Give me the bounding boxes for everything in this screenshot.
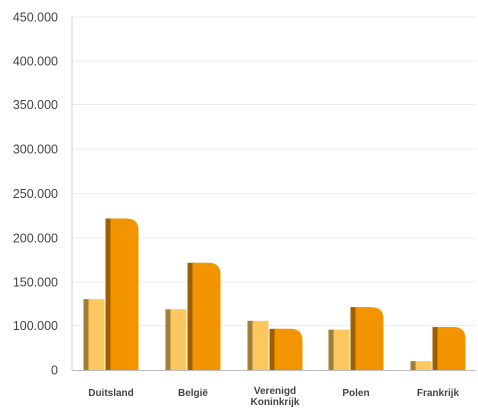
bar-series2 — [110, 218, 139, 370]
bar-series1-shade — [165, 309, 172, 370]
x-tick-label: Verenigd Koninkrijk — [251, 386, 300, 408]
x-tick-label: Duitsland — [88, 388, 134, 399]
bar-series2-shade — [105, 218, 112, 370]
bar-series2-shade — [269, 328, 276, 370]
bar-series1 — [252, 320, 269, 370]
y-tick-label: 250.000 — [13, 187, 58, 201]
bar-series1-shade — [410, 361, 417, 370]
bar-series2 — [192, 262, 221, 370]
bar-series1 — [415, 361, 432, 370]
bar-series2-shade — [187, 262, 194, 370]
bar-series2-shade — [350, 307, 357, 370]
bar-series1-shade — [247, 320, 254, 370]
y-tick-label: 400.000 — [13, 55, 58, 69]
y-tick-label: 100.000 — [13, 319, 58, 333]
bar-series1 — [333, 329, 350, 370]
bar-series2 — [355, 307, 384, 370]
y-tick-label: 350.000 — [13, 98, 58, 112]
y-tick-label: 450.000 — [13, 11, 58, 25]
x-tick-label: België — [178, 388, 208, 399]
y-tick-label: 300.000 — [13, 143, 58, 157]
bar-series2 — [437, 327, 466, 370]
y-tick-label: 150.000 — [13, 276, 58, 290]
bar-series2 — [274, 328, 303, 370]
bar-series1-shade — [83, 299, 90, 370]
x-tick-label: Frankrijk — [417, 388, 460, 399]
y-tick-label: 200.000 — [13, 232, 58, 246]
y-tick-label: 0 — [51, 364, 58, 378]
bar-series1-shade — [328, 329, 335, 370]
bar-series1 — [88, 299, 105, 370]
bar-series1 — [170, 309, 187, 370]
x-tick-label: Polen — [342, 388, 369, 399]
bar-series2-shade — [432, 327, 439, 370]
